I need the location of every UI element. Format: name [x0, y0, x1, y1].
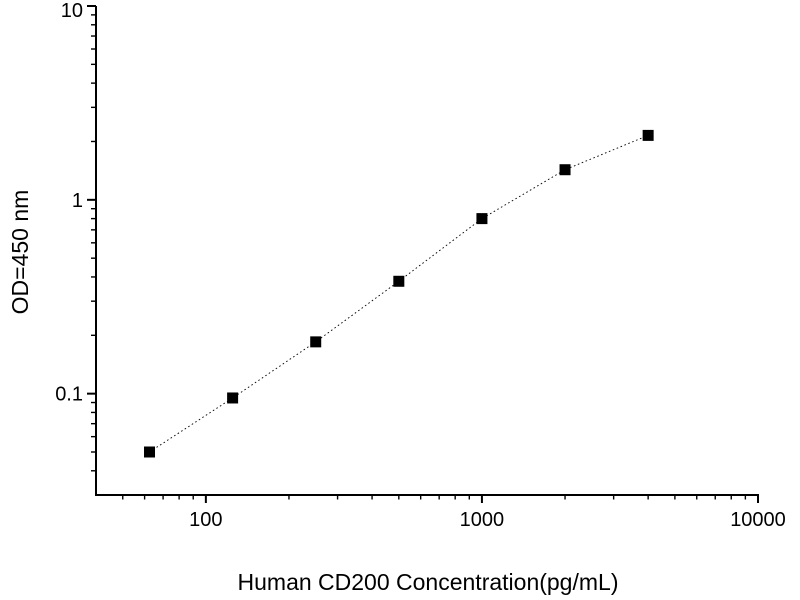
data-point-marker [642, 129, 654, 141]
x-tick-label: 10000 [730, 509, 786, 531]
data-point-marker [144, 446, 156, 458]
y-tick-label: 10 [61, 0, 83, 22]
data-point-marker [476, 213, 488, 225]
y-axis-title: OD=450 nm [7, 190, 33, 315]
x-tick-label: 1000 [460, 509, 505, 531]
x-tick-label: 100 [189, 509, 222, 531]
data-point-marker [227, 392, 239, 404]
x-axis-title: Human CD200 Concentration(pg/mL) [238, 569, 619, 595]
data-point-marker [310, 336, 322, 348]
y-tick-label: 1 [72, 190, 83, 212]
data-point-marker [393, 275, 405, 287]
series-line [149, 134, 649, 453]
y-tick-label: 0.1 [55, 384, 83, 406]
data-point-marker [559, 164, 571, 176]
chart-layer: 100 1000 10000 0.1 1 10 [55, 0, 786, 531]
